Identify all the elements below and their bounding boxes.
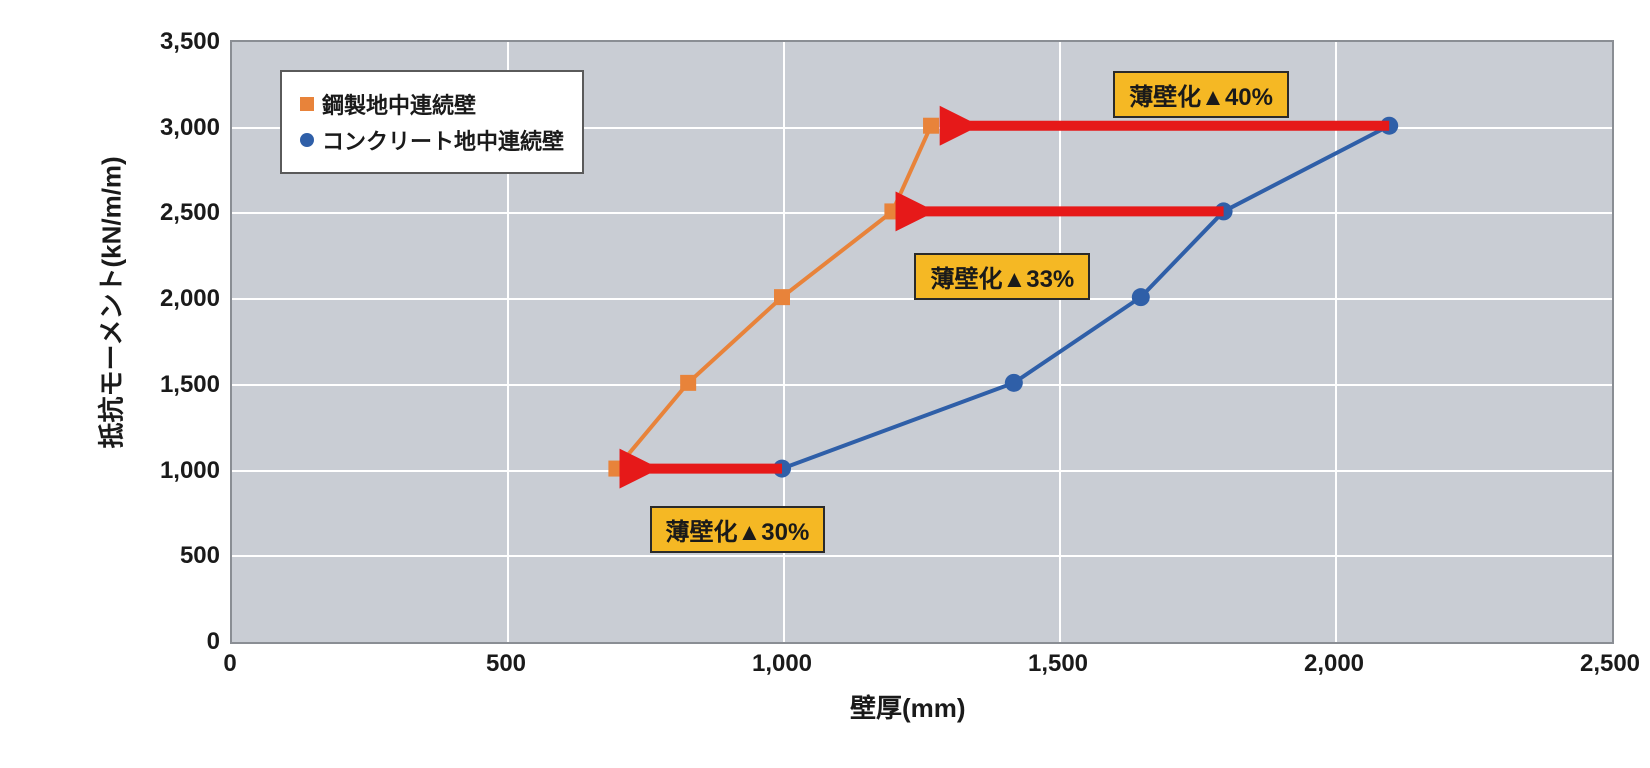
- annotation-label: 薄壁化▲30%: [650, 506, 826, 553]
- x-axis-label: 壁厚(mm): [850, 688, 966, 725]
- y-tick-label: 2,000: [70, 285, 220, 313]
- y-tick-label: 2,500: [70, 199, 220, 227]
- y-tick-label: 500: [70, 542, 220, 570]
- legend: 鋼製地中連続壁 コンクリート地中連続壁: [280, 70, 584, 174]
- x-tick-label: 2,000: [1274, 650, 1394, 678]
- legend-marker-steel: [300, 97, 314, 111]
- annotation-label: 薄壁化▲40%: [1113, 71, 1289, 118]
- legend-item-steel: 鋼製地中連続壁: [300, 88, 564, 120]
- y-tick-label: 3,500: [70, 28, 220, 56]
- x-tick-label: 500: [446, 650, 566, 678]
- y-tick-label: 1,500: [70, 371, 220, 399]
- annotation-label: 薄壁化▲33%: [914, 253, 1090, 300]
- y-tick-label: 0: [70, 628, 220, 656]
- legend-item-concrete: コンクリート地中連続壁: [300, 124, 564, 156]
- x-tick-label: 1,500: [998, 650, 1118, 678]
- x-tick-label: 2,500: [1550, 650, 1650, 678]
- legend-label-steel: 鋼製地中連続壁: [322, 88, 476, 120]
- chart-container: 鋼製地中連続壁 コンクリート地中連続壁 壁厚(mm) 抵抗モーメント(kN/m/…: [20, 20, 1630, 748]
- x-tick-label: 1,000: [722, 650, 842, 678]
- grid-line-h: [232, 384, 1612, 386]
- grid-line-h: [232, 555, 1612, 557]
- grid-line-v: [1059, 42, 1061, 642]
- y-tick-label: 1,000: [70, 457, 220, 485]
- y-tick-label: 3,000: [70, 114, 220, 142]
- grid-line-h: [232, 470, 1612, 472]
- grid-line-v: [1335, 42, 1337, 642]
- legend-marker-concrete: [300, 133, 314, 147]
- legend-label-concrete: コンクリート地中連続壁: [322, 124, 564, 156]
- grid-line-h: [232, 212, 1612, 214]
